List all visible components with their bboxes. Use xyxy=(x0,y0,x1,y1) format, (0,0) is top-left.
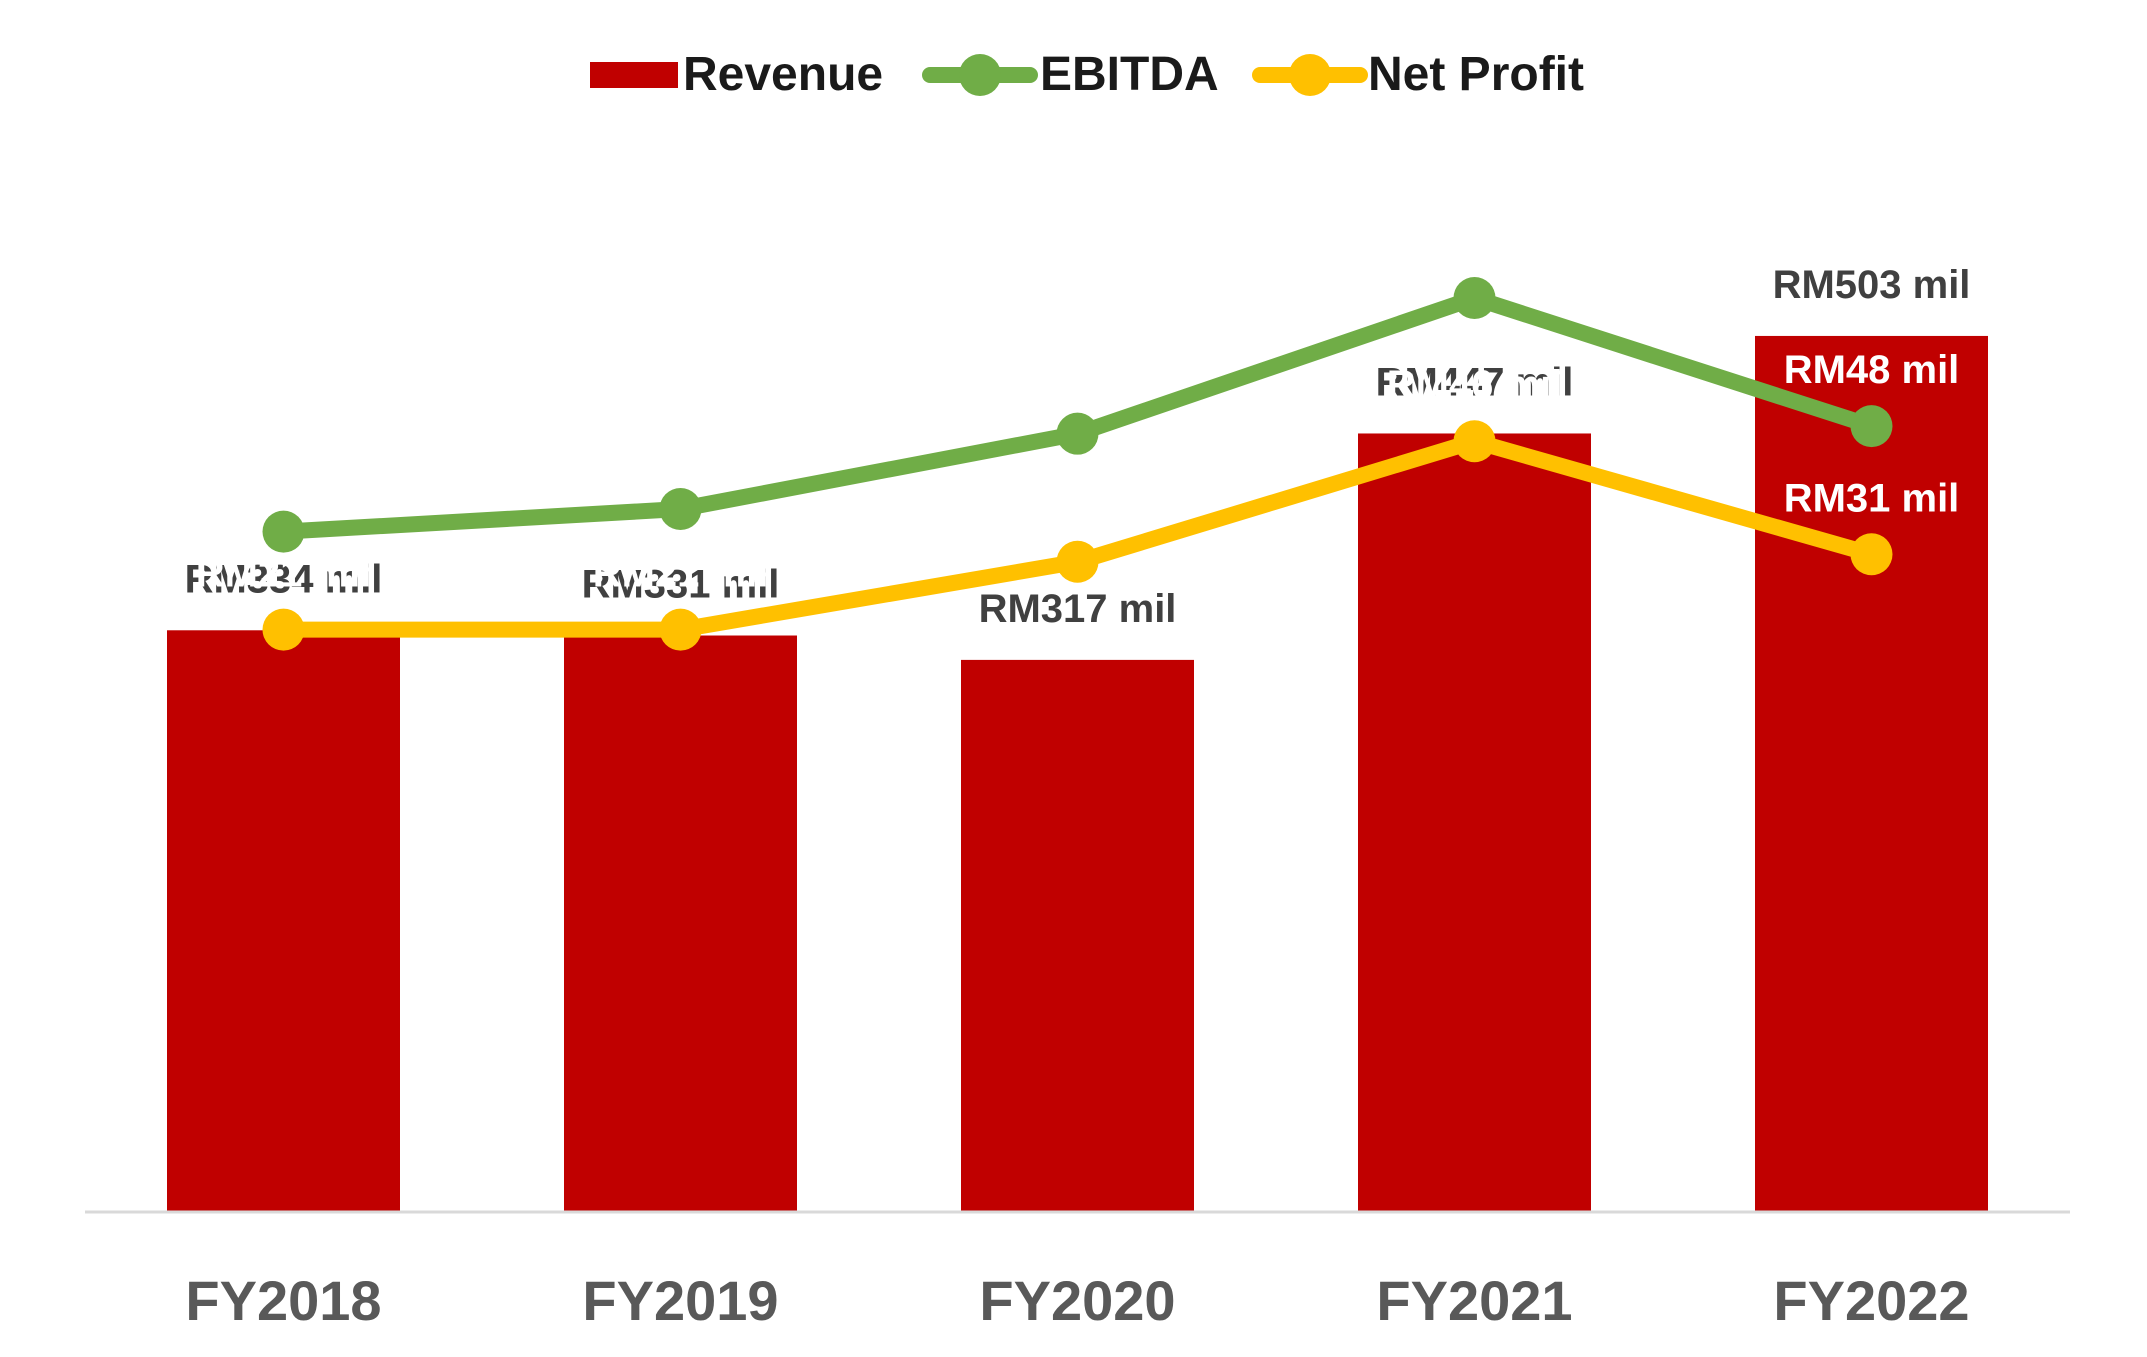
ebitda-label-fy2018: RM34 mil xyxy=(196,454,372,498)
legend-swatch-revenue xyxy=(590,62,678,88)
legend-label-revenue: Revenue xyxy=(683,48,883,101)
revenue-label-fy2022: RM503 mil xyxy=(1773,263,1971,307)
x-axis-ticks: FY2018 FY2019 FY2020 FY2021 FY2022 xyxy=(185,1269,1969,1332)
net-profit-point-fy2019 xyxy=(659,608,702,651)
ebitda-point-fy2021 xyxy=(1453,277,1496,320)
ebitda-point-fy2018 xyxy=(262,510,305,553)
line-series xyxy=(262,277,1893,651)
ebitda-label-fy2020: RM47 mil xyxy=(990,356,1166,400)
revenue-bar-fy2020 xyxy=(961,659,1194,1212)
legend-item-ebitda: EBITDA xyxy=(922,48,1219,101)
net-profit-point-fy2020 xyxy=(1056,540,1099,583)
net-profit-label-fy2019: RM21 mil xyxy=(593,552,769,596)
ebitda-point-fy2019 xyxy=(659,488,702,531)
revenue-bar-fy2018 xyxy=(167,630,400,1212)
net-profit-label-fy2021: RM46 mil xyxy=(1387,363,1563,407)
x-tick-fy2021: FY2021 xyxy=(1376,1269,1572,1332)
x-tick-fy2020: FY2020 xyxy=(979,1269,1175,1332)
revenue-bar-fy2019 xyxy=(564,635,797,1212)
revenue-label-fy2018: RM334 mil xyxy=(185,557,383,601)
legend-item-net-profit: Net Profit xyxy=(1252,48,1584,101)
legend-label-ebitda: EBITDA xyxy=(1040,48,1219,101)
legend-label-net-profit: Net Profit xyxy=(1368,48,1584,101)
net-profit-point-fy2022 xyxy=(1850,533,1893,576)
legend: Revenue EBITDA Net Profit xyxy=(590,48,1584,101)
revenue-label-fy2020: RM317 mil xyxy=(979,587,1177,631)
ebitda-label-fy2021: RM65 mil xyxy=(1387,220,1563,264)
legend-marker-net-profit xyxy=(1289,54,1331,96)
net-profit-label-fy2022: RM31 mil xyxy=(1784,476,1960,520)
ebitda-point-fy2020 xyxy=(1056,412,1099,455)
net-profit-label-fy2018: RM21 mil xyxy=(196,552,372,596)
legend-marker-ebitda xyxy=(959,54,1001,96)
data-labels: RM334 mil RM331 mil RM317 mil RM447 mil RM50… xyxy=(185,220,1971,631)
net-profit-point-fy2021 xyxy=(1453,420,1496,463)
revenue-bars xyxy=(167,335,1988,1213)
ebitda-label-fy2022: RM48 mil xyxy=(1784,348,1960,392)
revenue-label-fy2019: RM331 mil xyxy=(582,563,780,607)
ebitda-label-fy2019: RM37 mil xyxy=(593,431,769,475)
revenue-bar-fy2022 xyxy=(1755,335,1988,1213)
x-tick-fy2022: FY2022 xyxy=(1773,1269,1969,1332)
revenue-bar-fy2021 xyxy=(1358,433,1591,1213)
x-tick-fy2019: FY2019 xyxy=(582,1269,778,1332)
ebitda-point-fy2022 xyxy=(1850,405,1893,448)
x-tick-fy2018: FY2018 xyxy=(185,1269,381,1332)
net-profit-point-fy2018 xyxy=(262,608,305,651)
legend-item-revenue: Revenue xyxy=(590,48,883,101)
revenue-label-fy2021: RM447 mil xyxy=(1376,360,1574,404)
net-profit-label-fy2020: RM30 mil xyxy=(990,484,1166,528)
